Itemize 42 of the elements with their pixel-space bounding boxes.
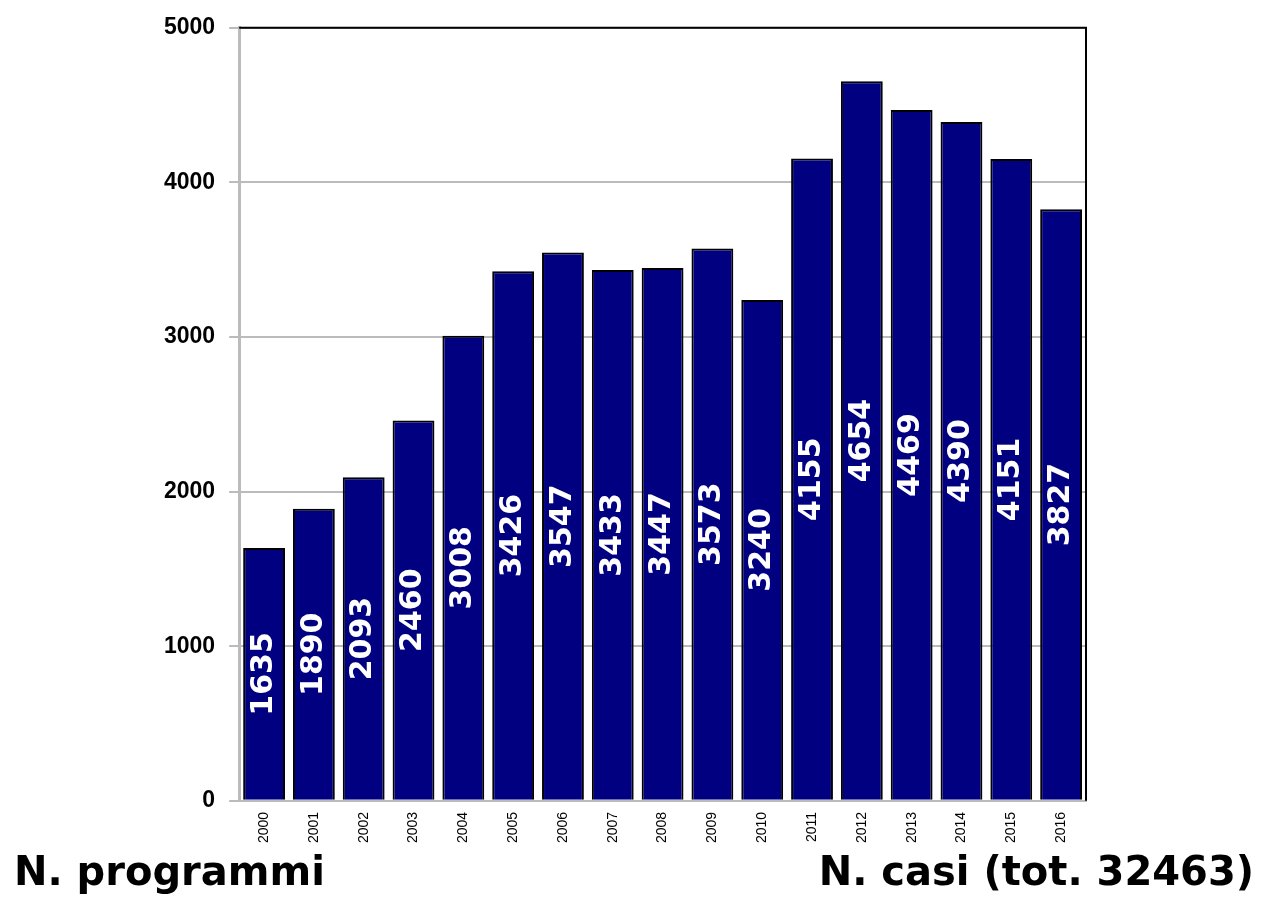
data-label: 3008 xyxy=(443,526,479,610)
x-tick-label: 2003 xyxy=(404,811,421,844)
data-label: 1890 xyxy=(293,612,329,696)
x-tick-label: 2004 xyxy=(454,811,471,844)
data-label: 4654 xyxy=(841,398,877,483)
y-tick-label: 5000 xyxy=(163,13,216,40)
x-tick-label: 2006 xyxy=(553,811,570,844)
y-tick-label: 0 xyxy=(202,786,216,813)
x-tick-label: 2009 xyxy=(703,811,720,844)
data-label: 1635 xyxy=(243,632,279,716)
x-tick-label: 2013 xyxy=(902,811,919,844)
x-tick-label: 2015 xyxy=(1002,811,1019,844)
x-tick-label: 2014 xyxy=(952,811,969,844)
y-tick-label: 1000 xyxy=(163,631,216,658)
x-tick-label: 2001 xyxy=(304,811,321,844)
y-tick-label: 2000 xyxy=(163,476,216,503)
text: N. casi (tot. 32463) xyxy=(818,848,1254,894)
data-label: 2093 xyxy=(343,596,379,681)
data-label: 3433 xyxy=(592,493,628,577)
x-tick-label: 2000 xyxy=(254,811,271,844)
x-tick-label: 2007 xyxy=(603,811,620,844)
text: N. programmi xyxy=(14,848,325,894)
data-label: 4469 xyxy=(891,413,927,497)
x-tick-label: 2002 xyxy=(354,811,371,844)
x-tick-label: 2012 xyxy=(852,811,869,844)
data-label: 3547 xyxy=(542,484,578,568)
y-tick-label: 3000 xyxy=(163,322,216,349)
data-label: 4151 xyxy=(991,437,1027,522)
x-tick-label: 2016 xyxy=(1051,811,1068,844)
data-label: 3447 xyxy=(642,492,678,576)
y-tick-label: 4000 xyxy=(163,167,216,194)
data-label: 2460 xyxy=(393,568,429,652)
data-label: 4390 xyxy=(941,419,977,503)
x-tick-label: 2010 xyxy=(753,811,770,844)
data-label: 3426 xyxy=(492,493,528,578)
x-tick-label: 2005 xyxy=(504,811,520,844)
data-label: 3240 xyxy=(742,508,778,592)
data-label: 4155 xyxy=(791,437,827,521)
x-tick-label: 2008 xyxy=(653,811,670,844)
data-label: 3827 xyxy=(1040,462,1076,547)
data-label: 3573 xyxy=(692,482,728,566)
x-tick-label: 2011 xyxy=(802,811,819,842)
